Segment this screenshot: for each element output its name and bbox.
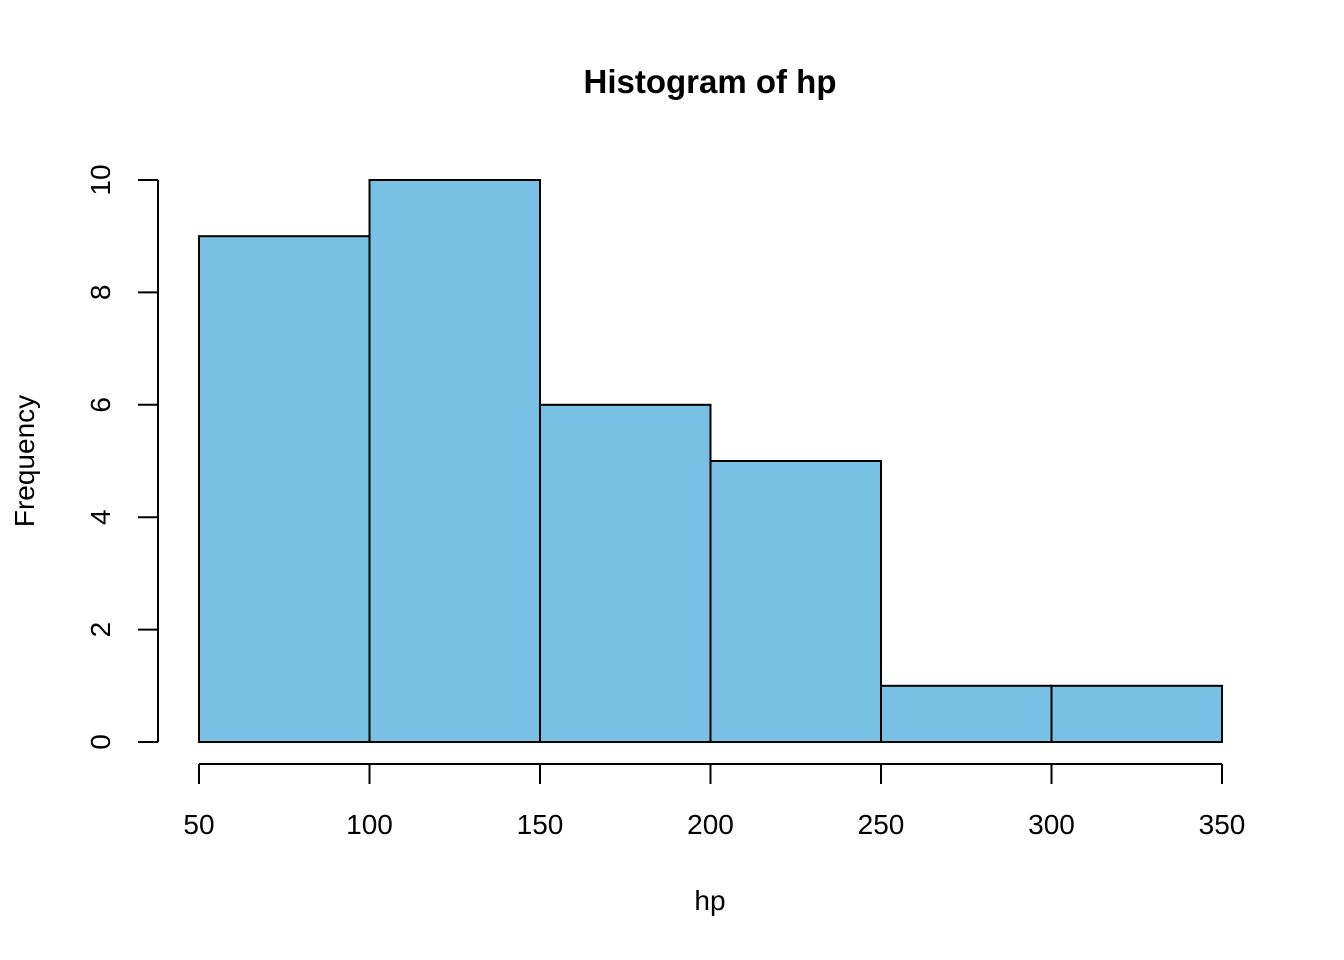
histogram-bar-4 [709, 460, 882, 743]
y-tick-label-0: 0 [85, 734, 116, 750]
x-tick-label-150: 150 [517, 809, 564, 840]
y-tick-label-10: 10 [85, 164, 116, 195]
x-tick-label-300: 300 [1028, 809, 1075, 840]
histogram-bar-6 [1050, 684, 1223, 743]
x-axis-label: hp [694, 885, 725, 916]
bars-layer [198, 179, 1223, 743]
y-tick-label-6: 6 [85, 397, 116, 413]
y-axis-label: Frequency [9, 395, 40, 527]
y-tick-label-4: 4 [85, 509, 116, 525]
histogram-bar-1 [198, 235, 371, 743]
x-tick-label-200: 200 [687, 809, 734, 840]
x-tick-label-50: 50 [183, 809, 214, 840]
chart-title: Histogram of hp [584, 63, 837, 100]
y-tick-label-2: 2 [85, 622, 116, 638]
histogram-bar-2 [368, 179, 541, 743]
x-tick-label-100: 100 [346, 809, 393, 840]
y-tick-label-8: 8 [85, 285, 116, 301]
y-axis: 0 2 4 6 8 10 [85, 164, 159, 750]
x-tick-label-350: 350 [1199, 809, 1246, 840]
x-axis: 50 100 150 200 250 300 350 [183, 763, 1246, 840]
x-tick-label-250: 250 [858, 809, 905, 840]
histogram-bar-3 [539, 403, 712, 743]
histogram-bar-5 [880, 684, 1053, 743]
